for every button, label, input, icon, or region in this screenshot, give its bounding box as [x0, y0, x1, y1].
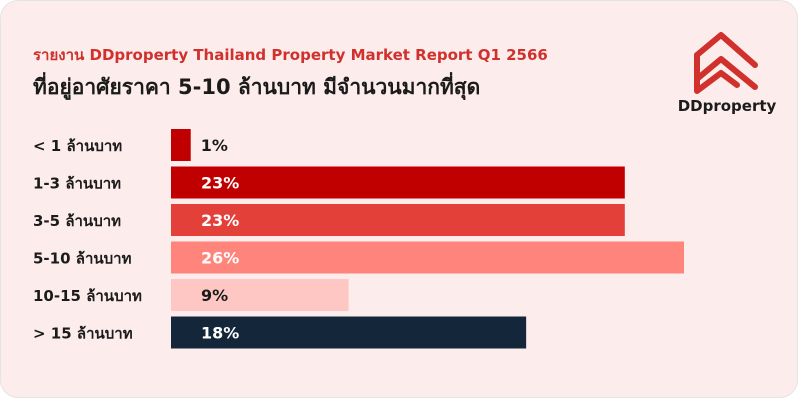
chart-title: ที่อยู่อาศัยราคา 5-10 ล้านบาท มีจำนวนมาก…	[33, 75, 481, 99]
value-label: 18%	[201, 324, 239, 343]
category-label: 3-5 ล้านบาท	[33, 212, 121, 230]
bar-chart: < 1 ล้านบาท 1% 1-3 ล้านบาท 23% 3-5 ล้านบาท 23…	[33, 129, 684, 349]
category-label: 1-3 ล้านบาท	[33, 175, 121, 193]
bar	[171, 279, 349, 311]
report-subtitle: รายงาน DDproperty Thailand Property Mark…	[33, 46, 548, 64]
ddproperty-house-logo-icon	[694, 32, 758, 94]
category-label: < 1 ล้านบาท	[33, 137, 122, 155]
bar	[171, 166, 625, 199]
category-label: 10-15 ล้านบาท	[33, 287, 142, 305]
value-label: 23%	[201, 211, 239, 230]
category-label: > 15 ล้านบาท	[33, 325, 133, 343]
bar	[171, 129, 191, 161]
category-label: 5-10 ล้านบาท	[33, 250, 132, 268]
bar	[171, 316, 527, 349]
bar	[171, 204, 625, 236]
value-label: 9%	[201, 286, 228, 305]
value-label: 26%	[201, 249, 239, 268]
bar	[171, 241, 684, 274]
value-label: 23%	[201, 174, 239, 193]
logo-text: DDproperty	[677, 97, 777, 115]
value-label: 1%	[201, 136, 228, 155]
